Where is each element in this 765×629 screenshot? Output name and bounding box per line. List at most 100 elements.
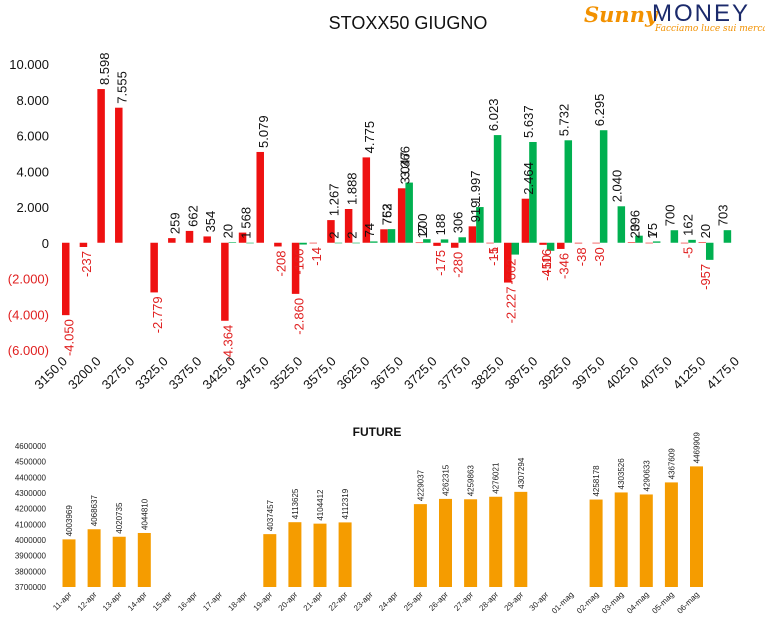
put-bar [564, 140, 573, 243]
x-tick-label: 3425,0 [199, 354, 238, 393]
x-tick-label: 4075,0 [636, 354, 675, 393]
x-tick-label: 3275,0 [99, 354, 138, 393]
y-tick-label: 3700000 [15, 583, 47, 592]
x-tick-label: 22-apr [327, 590, 350, 613]
data-label: -100 [291, 249, 306, 275]
data-label: 200 [415, 213, 430, 235]
data-label: -175 [433, 250, 448, 276]
call-bar [168, 238, 176, 243]
call-bar [380, 229, 388, 243]
data-label: 762 [380, 203, 395, 225]
put-bar [387, 229, 396, 243]
future-bar [62, 539, 76, 587]
y-tick-label: 6.000 [16, 129, 49, 144]
call-bar [203, 236, 211, 243]
call-bar [433, 242, 441, 246]
data-label: 188 [433, 214, 448, 236]
future-title: FUTURE [353, 425, 402, 439]
call-bar [62, 242, 70, 316]
y-tick-label: (6.000) [8, 343, 49, 358]
x-tick-label: 24-apr [377, 590, 400, 613]
future-bar [514, 491, 528, 587]
y-tick-label: 3800000 [15, 567, 47, 576]
x-tick-label: 4175,0 [703, 354, 742, 393]
put-bar [599, 130, 608, 243]
x-tick-label: 16-apr [176, 590, 199, 613]
x-tick-label: 27-apr [452, 590, 475, 613]
data-label: -4.050 [62, 319, 77, 356]
data-label: 74 [362, 223, 377, 237]
data-label: -2.227 [504, 287, 519, 324]
future-value-label: 4276021 [492, 462, 501, 494]
y-tick-label: (4.000) [8, 307, 49, 322]
y-tick-label: 4600000 [15, 442, 47, 451]
data-label: 753 [380, 204, 395, 226]
future-value-label: 4367609 [667, 448, 676, 480]
call-bar [592, 242, 600, 244]
logo-tagline: Facciamo luce sui mercati [655, 24, 765, 34]
x-tick-label: 3625,0 [334, 354, 373, 393]
data-label: -30 [592, 247, 607, 266]
data-label: 568 [238, 207, 253, 229]
x-tick-label: 26-apr [427, 590, 450, 613]
future-bar [639, 494, 653, 587]
call-bar [362, 157, 371, 243]
data-label: 306 [450, 212, 465, 234]
data-label: 5.637 [521, 105, 536, 138]
put-bar [423, 239, 431, 243]
data-label: 4.775 [362, 121, 377, 154]
call-bar [309, 242, 318, 244]
put-bar [299, 242, 307, 245]
put-bar [246, 242, 254, 244]
call-bar [327, 220, 335, 243]
data-label: 1.267 [327, 184, 342, 217]
future-value-label: 4259863 [467, 465, 476, 497]
put-bar [370, 241, 378, 243]
call-bar [539, 242, 547, 245]
logo-brand-money: MONEY [652, 0, 751, 27]
x-tick-label: 28-apr [477, 590, 500, 613]
put-bar [511, 242, 519, 255]
data-label: 7.555 [115, 71, 130, 104]
oi-chart: STOXX50 GIUGNO 10.000 8.000 6.000 4.000 2.00… [8, 13, 742, 393]
data-label: -2.779 [150, 296, 165, 333]
call-bar [344, 209, 353, 243]
call-bar [256, 151, 264, 243]
future-bar [313, 523, 327, 587]
x-tick-label: 15-apr [151, 590, 174, 613]
call-bar [115, 107, 123, 243]
call-bar [221, 242, 229, 321]
data-label: -957 [698, 264, 713, 290]
call-bar [521, 198, 530, 243]
future-bar [263, 534, 277, 587]
data-label: 1.997 [468, 171, 483, 204]
chart-title: STOXX50 GIUGNO [329, 13, 488, 33]
call-bar [698, 242, 706, 243]
x-tick-label: 3475,0 [233, 354, 272, 393]
data-label: -346 [557, 253, 572, 279]
x-tick-label: 21-apr [302, 590, 325, 613]
data-label: 6.023 [486, 99, 501, 132]
x-tick-label: 4125,0 [670, 354, 709, 393]
call-bar [185, 230, 194, 243]
put-bar [334, 242, 343, 244]
data-label: 20 [627, 224, 642, 238]
future-value-label: 4104412 [316, 489, 325, 521]
y-tick-label: 4500000 [15, 458, 47, 467]
call-bar [627, 242, 636, 243]
y-tick-label: 10.000 [9, 57, 49, 72]
x-tick-label: 3825,0 [468, 354, 507, 393]
y-tick-label: 8.000 [16, 93, 49, 108]
x-tick-label: 30-apr [528, 590, 551, 613]
x-tick-label: 11-apr [51, 590, 74, 613]
y-tick-label: 4100000 [15, 520, 47, 529]
x-tick-label: 3200,0 [65, 354, 104, 393]
data-label: -2.860 [291, 298, 306, 335]
future-value-label: 4307294 [517, 457, 526, 489]
data-label: -5 [680, 247, 695, 259]
future-value-label: 4112319 [341, 488, 350, 519]
put-bar [705, 242, 714, 260]
future-bar [464, 499, 478, 587]
sunny-money-logo: Sunny MONEY Facciamo luce sui mercati [584, 0, 765, 38]
put-bar [546, 242, 555, 251]
